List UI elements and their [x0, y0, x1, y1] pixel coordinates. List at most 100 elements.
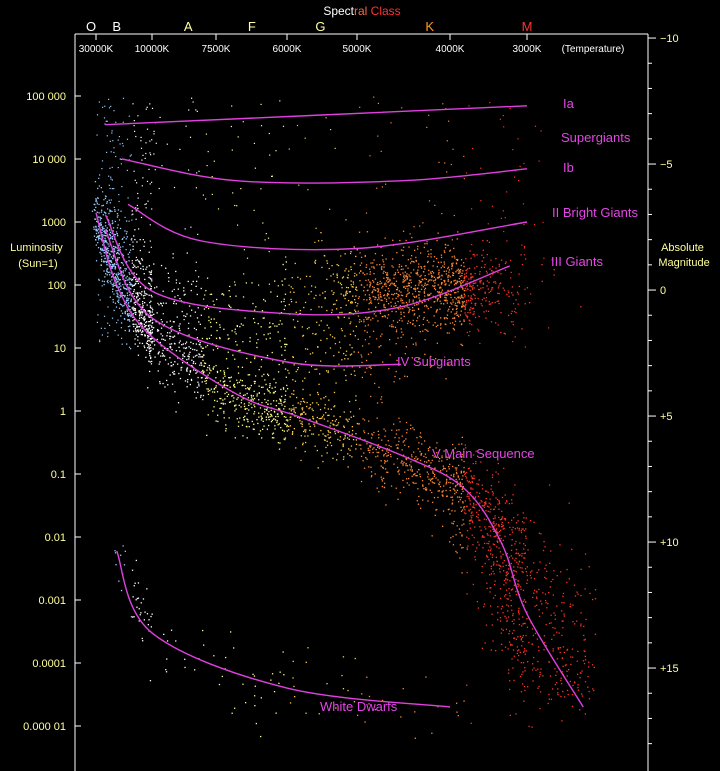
- star-point: [211, 176, 213, 178]
- star-point: [482, 547, 484, 549]
- star-point: [134, 309, 136, 312]
- star-point: [393, 282, 396, 285]
- star-point: [268, 326, 270, 328]
- star-point: [101, 234, 104, 236]
- star-point: [207, 366, 209, 369]
- star-point: [490, 568, 492, 570]
- star-point: [126, 231, 128, 233]
- star-point: [207, 390, 209, 392]
- star-point: [395, 444, 397, 446]
- star-point: [417, 308, 420, 310]
- star-point: [239, 349, 241, 351]
- star-point: [468, 105, 470, 107]
- star-point: [381, 480, 383, 482]
- star-point: [355, 399, 357, 401]
- star-point: [246, 412, 248, 415]
- star-point: [515, 557, 517, 560]
- star-point: [317, 393, 319, 396]
- star-point: [245, 282, 247, 284]
- star-point: [214, 399, 216, 402]
- star-point: [261, 402, 263, 404]
- star-point: [451, 268, 453, 270]
- star-point: [245, 702, 247, 704]
- star-point: [505, 564, 507, 566]
- star-point: [462, 262, 465, 264]
- star-point: [259, 407, 262, 409]
- star-point: [302, 398, 304, 400]
- star-point: [110, 265, 113, 268]
- star-point: [369, 271, 371, 273]
- star-point: [342, 656, 345, 658]
- star-point: [481, 266, 483, 269]
- star-point: [314, 333, 316, 335]
- star-point: [132, 306, 134, 308]
- star-point: [414, 313, 416, 315]
- star-point: [100, 211, 103, 213]
- star-point: [105, 212, 107, 214]
- star-point: [580, 568, 582, 570]
- star-point: [103, 249, 106, 251]
- star-point: [391, 310, 393, 313]
- star-point: [379, 312, 382, 315]
- star-point: [348, 270, 350, 272]
- star-point: [126, 275, 128, 278]
- star-point: [407, 288, 409, 290]
- star-point: [470, 475, 473, 477]
- star-point: [329, 436, 332, 438]
- star-point: [430, 468, 432, 471]
- star-point: [295, 311, 297, 313]
- star-point: [94, 218, 96, 220]
- star-point: [327, 420, 329, 422]
- star-point: [445, 300, 447, 302]
- star-point: [475, 504, 477, 506]
- star-point: [432, 454, 434, 457]
- star-point: [372, 286, 374, 288]
- star-point: [463, 290, 465, 292]
- star-point: [450, 296, 452, 299]
- star-point: [325, 412, 327, 414]
- star-point: [501, 628, 503, 630]
- star-point: [386, 450, 388, 452]
- star-point: [468, 509, 470, 511]
- star-point: [430, 256, 432, 258]
- star-point: [504, 502, 507, 504]
- star-point: [303, 411, 305, 413]
- star-point: [438, 272, 440, 274]
- star-point: [301, 423, 303, 425]
- star-point: [499, 283, 501, 285]
- star-point: [515, 713, 517, 715]
- star-point: [584, 659, 587, 661]
- star-point: [144, 309, 146, 312]
- star-point: [465, 512, 467, 515]
- star-point: [144, 157, 146, 159]
- star-point: [197, 340, 200, 342]
- star-point: [112, 230, 114, 232]
- star-point: [428, 460, 430, 462]
- star-point: [106, 251, 109, 254]
- star-point: [452, 308, 454, 310]
- star-point: [510, 555, 512, 557]
- star-point: [175, 303, 177, 305]
- star-point: [349, 323, 351, 325]
- star-point: [128, 330, 130, 332]
- star-point: [461, 535, 463, 537]
- star-point: [304, 429, 306, 431]
- star-point: [201, 356, 203, 358]
- star-point: [453, 324, 456, 326]
- star-point: [416, 304, 418, 306]
- star-point: [334, 420, 336, 422]
- star-point: [120, 158, 122, 160]
- star-point: [298, 184, 300, 186]
- star-point: [384, 297, 386, 299]
- star-point: [413, 226, 415, 228]
- star-point: [462, 281, 464, 284]
- star-point: [518, 554, 520, 557]
- star-point: [464, 305, 466, 307]
- star-point: [340, 293, 342, 295]
- star-point: [292, 379, 294, 381]
- y-left-label-line: Luminosity: [10, 242, 63, 254]
- star-point: [533, 562, 535, 564]
- star-point: [320, 339, 322, 341]
- star-point: [113, 233, 115, 236]
